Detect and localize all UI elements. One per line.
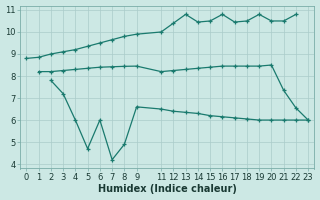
X-axis label: Humidex (Indice chaleur): Humidex (Indice chaleur) (98, 184, 237, 194)
